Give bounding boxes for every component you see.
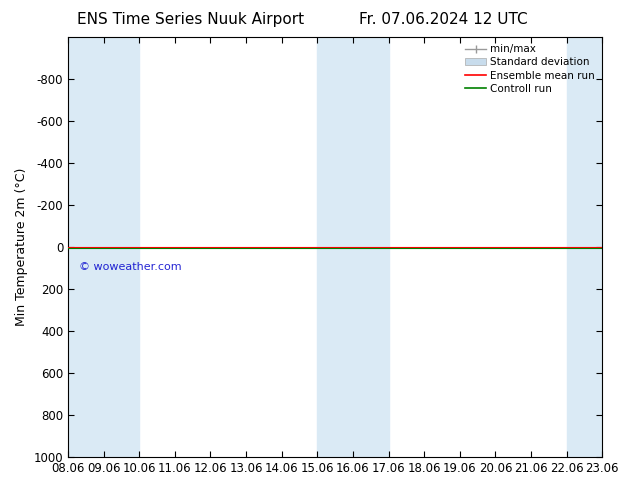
Text: ENS Time Series Nuuk Airport: ENS Time Series Nuuk Airport (77, 12, 304, 27)
Text: © woweather.com: © woweather.com (79, 262, 181, 272)
Bar (567, 37, 602, 457)
Text: Fr. 07.06.2024 12 UTC: Fr. 07.06.2024 12 UTC (359, 12, 528, 27)
Legend: min/max, Standard deviation, Ensemble mean run, Controll run: min/max, Standard deviation, Ensemble me… (461, 40, 599, 98)
Bar (68, 37, 139, 457)
Y-axis label: Min Temperature 2m (°C): Min Temperature 2m (°C) (15, 168, 28, 326)
Bar (318, 37, 389, 457)
